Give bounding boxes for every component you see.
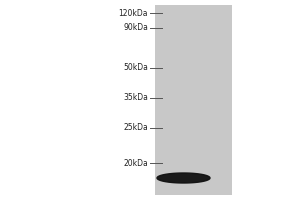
Bar xyxy=(155,5,232,195)
Text: 120kDa: 120kDa xyxy=(118,8,148,18)
Text: 50kDa: 50kDa xyxy=(123,64,148,72)
Text: 25kDa: 25kDa xyxy=(123,123,148,132)
Text: 35kDa: 35kDa xyxy=(123,94,148,102)
Polygon shape xyxy=(157,173,210,183)
Text: 90kDa: 90kDa xyxy=(123,23,148,32)
Text: 20kDa: 20kDa xyxy=(123,158,148,168)
